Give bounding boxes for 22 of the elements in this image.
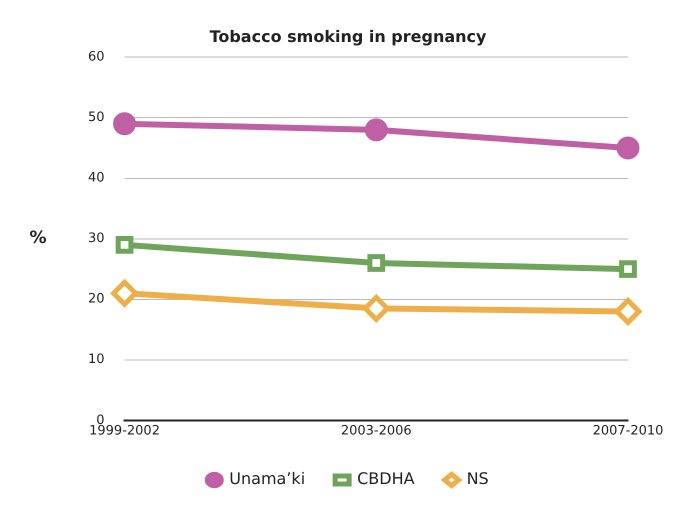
y-tick-label: 10 [88, 352, 105, 368]
y-tick-label: 50 [88, 110, 105, 126]
point [616, 136, 640, 160]
point [367, 254, 386, 272]
legend-label: Unama’ki [229, 469, 306, 488]
y-tick-label: 60 [88, 50, 105, 65]
x-tick-label: 2007-2010 [592, 424, 664, 439]
y-tick-label: 30 [88, 231, 105, 246]
point [619, 260, 637, 278]
point [111, 280, 138, 307]
chart-title: Tobacco smoking in pregnancy [210, 26, 488, 46]
y-axis-title: % [29, 228, 47, 248]
y-tick-label: 20 [88, 292, 105, 307]
legend-label: CBDHA [357, 469, 415, 488]
x-tick-label: 2003-2006 [340, 424, 412, 439]
point [113, 112, 136, 136]
point [116, 236, 134, 254]
point [362, 294, 390, 322]
point [364, 118, 388, 142]
legend-label: NS [466, 469, 489, 488]
y-tick-label: 40 [88, 170, 105, 186]
point [614, 298, 642, 325]
